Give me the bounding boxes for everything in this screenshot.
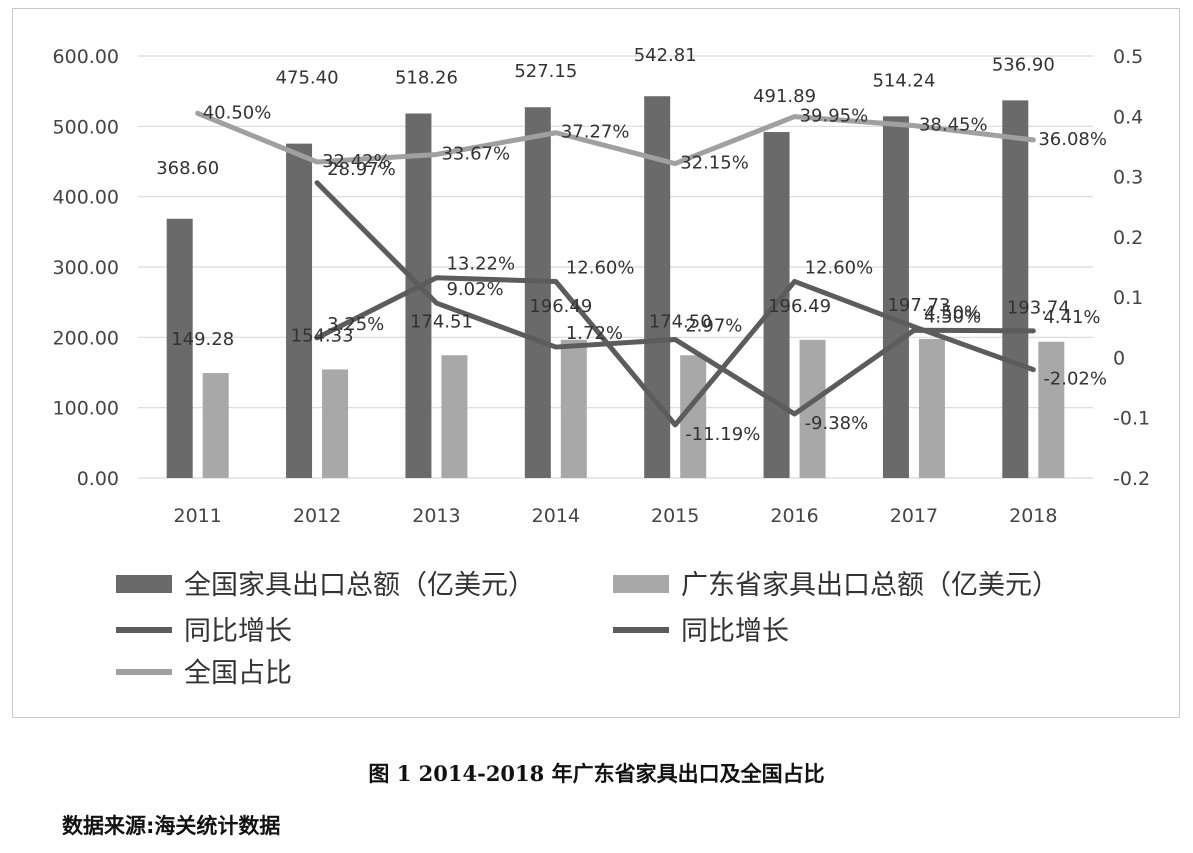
bar-guangdong	[560, 339, 587, 478]
x-tick-label: 2013	[412, 505, 460, 527]
y-right-tick-label: 0.1	[1113, 287, 1143, 309]
bar-data-label: 196.49	[768, 296, 831, 317]
figure-caption: 图 1 2014-2018 年广东省家具出口及全国占比	[368, 761, 825, 786]
bar-data-label: 174.50	[649, 311, 712, 332]
combo-chart: 368.60 475.40 518.26 527.15 542.81 491.89 514.…	[53, 45, 1151, 689]
bar-data-label: 368.60	[156, 158, 219, 179]
line-data-label: -11.19%	[685, 424, 760, 445]
y-right-tick-label: 0	[1113, 347, 1125, 369]
line-data-label: 2.97%	[685, 316, 742, 337]
line-data-label: 38.45%	[919, 115, 988, 136]
bar-data-label: 536.90	[992, 54, 1055, 75]
bar-data-label: 514.24	[872, 70, 935, 91]
bar-data-label: 475.40	[276, 68, 339, 89]
y-left-tick-label: 100.00	[53, 398, 119, 420]
line-data-label: 4.41%	[1043, 307, 1100, 328]
bar-guangdong	[918, 338, 945, 478]
legend-label: 同比增长	[681, 616, 789, 647]
legend-swatch	[613, 575, 669, 593]
y-left-tick-label: 300.00	[53, 257, 119, 279]
bar-guangdong	[1038, 341, 1065, 478]
x-tick-label: 2015	[651, 505, 699, 527]
bar-data-label: 149.28	[171, 329, 234, 350]
y-left-tick-label: 400.00	[53, 187, 119, 209]
line-data-label: 3.25%	[327, 314, 384, 335]
line-data-label: 28.97%	[327, 159, 396, 180]
bar-data-label: 527.15	[514, 61, 577, 82]
bar-guangdong	[441, 355, 468, 478]
legend-label: 全国家具出口总额（亿美元）	[184, 570, 535, 601]
x-tick-label: 2011	[174, 505, 222, 527]
bar-data-label: 518.26	[395, 67, 458, 88]
bar-data-label: 174.51	[410, 311, 473, 332]
line-data-label: 4.50%	[924, 303, 981, 324]
bar-national	[524, 107, 551, 479]
bar-data-label: 197.73	[887, 295, 950, 316]
y-right-tick-label: 0.3	[1113, 167, 1143, 189]
line-data-label: 37.27%	[561, 122, 630, 143]
bar-data-label: 193.74	[1007, 298, 1070, 319]
y-left-tick-label: 500.00	[53, 116, 119, 138]
y-right-tick-label: 0.5	[1113, 46, 1143, 68]
y-left-tick-label: 200.00	[53, 327, 119, 349]
line-data-label: 33.67%	[441, 143, 510, 164]
bar-data-label: 196.49	[529, 296, 592, 317]
line-data-label: 1.72%	[566, 323, 623, 344]
line-data-label: -2.02%	[1043, 369, 1107, 390]
x-tick-label: 2017	[890, 505, 938, 527]
legend-label: 全国占比	[184, 658, 292, 689]
y-right-tick-label: -0.2	[1113, 468, 1150, 490]
line-series-0	[314, 180, 1036, 417]
chart-frame: 368.60 475.40 518.26 527.15 542.81 491.89 514.…	[12, 8, 1180, 718]
bar-data-label: 491.89	[753, 86, 816, 107]
line-data-label: 32.15%	[680, 153, 749, 174]
data-source-note: 数据来源:海关统计数据	[62, 814, 281, 838]
bar-national	[882, 116, 909, 478]
line-data-label: 39.95%	[800, 106, 869, 127]
y-right-tick-label: -0.1	[1113, 408, 1150, 430]
bar-national	[644, 96, 671, 478]
line-data-label: -9.38%	[805, 413, 869, 434]
y-left-tick-label: 600.00	[53, 46, 119, 68]
line-data-label: 32.42%	[322, 151, 391, 172]
y-right-tick-label: 0.4	[1113, 106, 1143, 128]
line-data-label: 12.60%	[805, 257, 874, 278]
bar-guangdong	[322, 369, 349, 478]
bar-national	[1002, 100, 1029, 478]
bar-data-label: 542.81	[634, 45, 697, 66]
bar-national	[286, 143, 313, 479]
line-data-label: 4.50%	[924, 306, 981, 327]
line-data-label: 9.02%	[446, 279, 503, 300]
line-series-2	[195, 110, 1036, 167]
y-right-tick-label: 0.2	[1113, 227, 1143, 249]
line-data-label: 36.08%	[1038, 129, 1107, 150]
legend-label: 广东省家具出口总额（亿美元）	[681, 570, 1059, 601]
line-data-label: 12.60%	[566, 257, 635, 278]
line-data-label: 13.22%	[446, 254, 515, 275]
bar-national	[166, 218, 193, 478]
x-tick-label: 2012	[293, 505, 341, 527]
x-tick-label: 2014	[532, 505, 580, 527]
y-left-tick-label: 0.00	[77, 468, 119, 490]
legend-swatch	[116, 575, 172, 593]
x-tick-label: 2016	[770, 505, 818, 527]
legend-label: 同比增长	[184, 616, 292, 647]
line-data-label: 40.50%	[203, 102, 272, 123]
line-series-1	[314, 275, 1036, 428]
bar-data-label: 154.33	[291, 325, 354, 346]
x-tick-label: 2018	[1009, 505, 1057, 527]
bar-guangdong	[202, 373, 229, 478]
